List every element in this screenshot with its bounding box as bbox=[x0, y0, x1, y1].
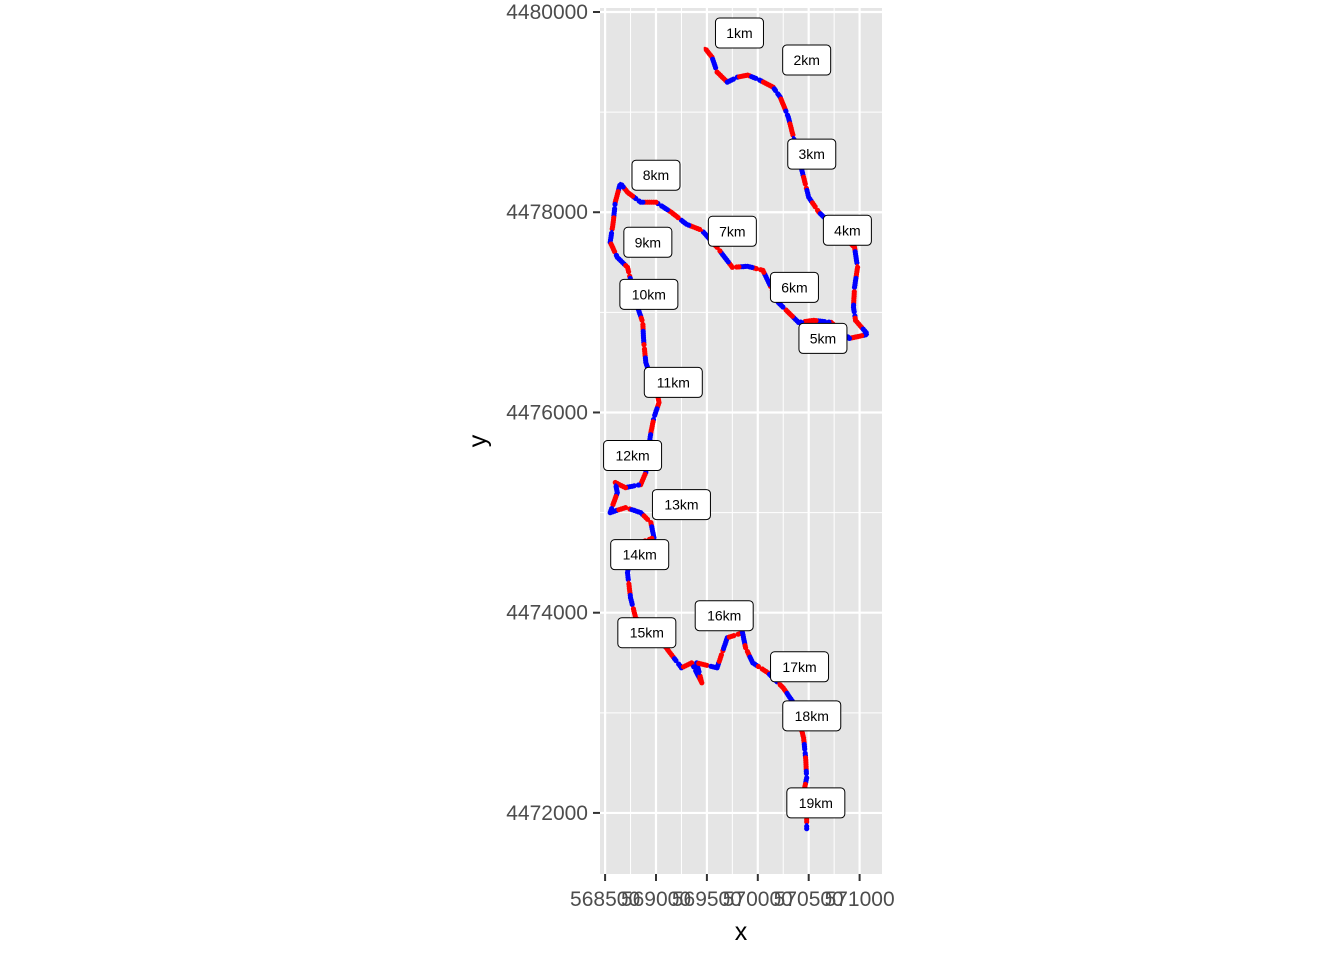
km-label-box: 19km bbox=[786, 787, 846, 819]
km-label-background bbox=[643, 366, 703, 398]
x-tick-label: 569500 bbox=[672, 888, 742, 911]
km-label: 19km bbox=[799, 795, 833, 811]
km-label-box: 10km bbox=[619, 278, 679, 310]
km-label: 15km bbox=[630, 625, 664, 641]
km-label-background bbox=[651, 489, 711, 521]
km-label-box: 8km bbox=[631, 159, 681, 191]
km-markers: 1km 2km 3km 4km 5km 6km 7km 8km 9km 10km 11km 12km 1… bbox=[603, 17, 872, 819]
km-label: 2km bbox=[793, 52, 819, 68]
km-label-background bbox=[619, 278, 679, 310]
km-label: 11km bbox=[657, 374, 690, 390]
km-label-box: 17km bbox=[770, 651, 830, 683]
km-label-box: 11km bbox=[643, 366, 703, 398]
km-label: 3km bbox=[799, 146, 825, 162]
route-point bbox=[851, 309, 857, 315]
route-point bbox=[804, 819, 810, 825]
x-tick-label: 570500 bbox=[774, 888, 844, 911]
km-label: 16km bbox=[707, 608, 741, 624]
km-label: 14km bbox=[623, 547, 657, 563]
km-label-box: 2km bbox=[782, 44, 832, 76]
route-point bbox=[609, 226, 615, 232]
km-label-background bbox=[631, 159, 681, 191]
km-label: 5km bbox=[810, 330, 836, 346]
km-label-box: 15km bbox=[617, 617, 677, 649]
km-label-background bbox=[694, 600, 754, 632]
route-point bbox=[802, 746, 808, 752]
km-label-box: 4km bbox=[822, 214, 872, 246]
km-label-background bbox=[782, 44, 832, 76]
km-label-box: 16km bbox=[694, 600, 754, 632]
route-point bbox=[625, 576, 631, 583]
km-label-box: 13km bbox=[651, 489, 711, 521]
km-label-box: 18km bbox=[782, 700, 842, 732]
km-label-box: 12km bbox=[603, 440, 663, 472]
route-point bbox=[612, 201, 618, 207]
route-point bbox=[803, 770, 810, 777]
km-label-box: 5km bbox=[798, 322, 848, 354]
km-label: 6km bbox=[781, 279, 807, 295]
km-label: 7km bbox=[719, 223, 745, 239]
km-label-background bbox=[714, 17, 764, 49]
km-label: 4km bbox=[834, 222, 860, 238]
y-tick-label: 4478000 bbox=[506, 201, 588, 224]
km-label-box: 9km bbox=[623, 226, 673, 258]
y-tick-label: 4472000 bbox=[506, 802, 588, 825]
km-label-box: 3km bbox=[787, 138, 837, 170]
km-label-background bbox=[707, 215, 757, 247]
route-point bbox=[854, 260, 860, 266]
route-point bbox=[802, 318, 808, 325]
x-tick-label: 568500 bbox=[570, 888, 640, 911]
y-axis-title: y bbox=[464, 434, 492, 447]
km-label: 18km bbox=[795, 708, 829, 724]
km-label: 1km bbox=[726, 25, 752, 41]
y-tick-label: 4476000 bbox=[506, 401, 588, 424]
km-label-box: 14km bbox=[610, 539, 670, 571]
km-label: 8km bbox=[643, 167, 669, 183]
route-point bbox=[734, 264, 740, 270]
km-label-background bbox=[822, 214, 872, 246]
km-label: 10km bbox=[632, 286, 666, 302]
x-tick-label: 571000 bbox=[825, 888, 895, 911]
km-label-background bbox=[610, 539, 670, 571]
km-label-background bbox=[770, 651, 830, 683]
y-tick-label: 4474000 bbox=[506, 602, 588, 625]
route-point bbox=[641, 342, 647, 348]
km-label-box: 7km bbox=[707, 215, 757, 247]
km-label-background bbox=[769, 271, 819, 303]
km-label: 13km bbox=[664, 497, 698, 513]
km-label-background bbox=[787, 138, 837, 170]
x-axis-title: x bbox=[735, 918, 748, 946]
route-point bbox=[804, 826, 810, 832]
km-label-background bbox=[603, 440, 663, 472]
km-label: 17km bbox=[782, 659, 816, 675]
km-label-background bbox=[782, 700, 842, 732]
x-tick-label: 569000 bbox=[621, 888, 691, 911]
km-label-background bbox=[623, 226, 673, 258]
km-label: 12km bbox=[615, 448, 649, 464]
y-axis: 4472000 4474000 4476000 4478000 4480000 bbox=[506, 1, 600, 825]
km-label: 9km bbox=[635, 234, 661, 250]
km-label-box: 1km bbox=[714, 17, 764, 49]
km-label-background bbox=[617, 617, 677, 649]
km-label-box: 6km bbox=[769, 271, 819, 303]
y-tick-label: 4480000 bbox=[506, 1, 588, 24]
km-label-background bbox=[798, 322, 848, 354]
route-point bbox=[851, 284, 858, 290]
x-tick-label: 570000 bbox=[723, 888, 793, 911]
km-label-background bbox=[786, 787, 846, 819]
